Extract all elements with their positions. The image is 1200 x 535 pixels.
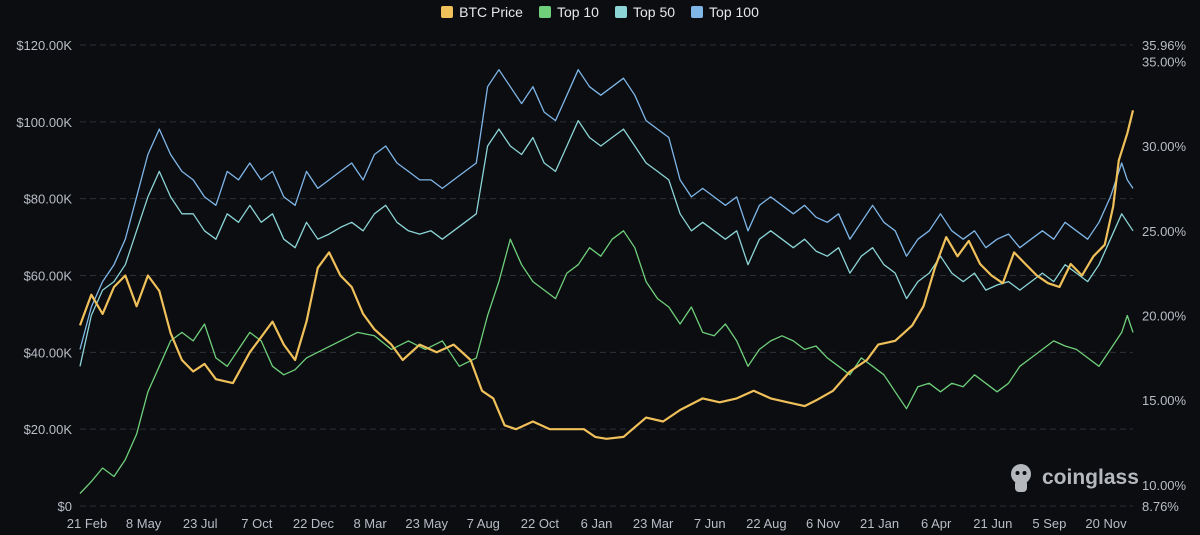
x-tick-label-7-aug: 7 Aug (467, 516, 500, 531)
x-tick-label-22-dec: 22 Dec (293, 516, 335, 531)
coinglass-logo-icon (1011, 464, 1031, 492)
x-tick-label-21-feb: 21 Feb (67, 516, 107, 531)
gridlines (80, 44, 1133, 507)
y-left-tick-label-20-00k: $20.00K (24, 422, 73, 437)
legend-item-btc-price[interactable]: BTC Price (441, 4, 523, 20)
series-line-btc-price (78, 110, 1135, 440)
series-lines (78, 69, 1135, 494)
x-tick-label-8-may: 8 May (126, 516, 162, 531)
y-right-tick-label-30-00: 30.00% (1142, 139, 1187, 154)
y-right-tick-label-10-00: 10.00% (1142, 478, 1187, 493)
chart-legend: BTC Price Top 10 Top 50 Top 100 (0, 4, 1200, 20)
legend-label-top-10: Top 10 (556, 4, 599, 20)
legend-swatch-top-50 (614, 6, 627, 18)
x-tick-label-20-nov: 20 Nov (1085, 516, 1127, 531)
x-tick-label-23-mar: 23 Mar (633, 516, 674, 531)
y-axis-left-labels: $0 $20.00K $40.00K $60.00K $80.00K $100.00K $1… (16, 38, 72, 514)
y-right-tick-label-8-76: 8.76% (1142, 499, 1179, 514)
x-tick-label-7-jun: 7 Jun (694, 516, 726, 531)
y-right-tick-label-35-96: 35.96% (1142, 38, 1187, 53)
x-tick-label-23-jul: 23 Jul (183, 516, 218, 531)
legend-swatch-top-100 (691, 6, 704, 18)
y-right-tick-label-15-00: 15.00% (1142, 393, 1187, 408)
x-tick-label-6-apr: 6 Apr (921, 516, 952, 531)
x-tick-label-22-oct: 22 Oct (521, 516, 560, 531)
y-left-tick-label-60-00k: $60.00K (24, 269, 73, 284)
x-tick-label-22-aug: 22 Aug (746, 516, 787, 531)
x-tick-label-6-jan: 6 Jan (581, 516, 613, 531)
coinglass-watermark: coinglass (1006, 462, 1139, 494)
x-axis-labels: 21 Feb 8 May 23 Jul 7 Oct 22 Dec 8 Mar 23 May 7… (67, 516, 1127, 531)
x-tick-label-8-mar: 8 Mar (353, 516, 387, 531)
legend-swatch-top-10 (538, 6, 551, 18)
x-tick-label-5-sep: 5 Sep (1032, 516, 1066, 531)
y-left-tick-label-80-00k: $80.00K (24, 192, 73, 207)
y-axis-right-labels: 8.76% 10.00% 15.00% 20.00% 25.00% 30.00% 35.00… (1142, 38, 1187, 514)
legend-item-top-10[interactable]: Top 10 (538, 4, 599, 20)
legend-item-top-100[interactable]: Top 100 (691, 4, 759, 20)
watermark-text: coinglass (1042, 466, 1139, 489)
y-right-tick-label-20-00: 20.00% (1142, 308, 1187, 323)
x-tick-label-23-may: 23 May (405, 516, 448, 531)
y-right-tick-label-25-00: 25.00% (1142, 224, 1187, 239)
series-line-top-50 (79, 119, 1134, 367)
y-left-tick-label-100-00k: $100.00K (16, 115, 72, 130)
x-tick-label-21-jan: 21 Jan (860, 516, 899, 531)
x-tick-label-7-oct: 7 Oct (241, 516, 272, 531)
series-line-top-100 (79, 69, 1134, 350)
legend-item-top-50[interactable]: Top 50 (614, 4, 676, 20)
x-tick-label-6-nov: 6 Nov (806, 516, 840, 531)
y-left-tick-label-120-00k: $120.00K (16, 38, 72, 53)
x-tick-label-21-jun: 21 Jun (973, 516, 1012, 531)
y-right-tick-label-35-00: 35.00% (1142, 54, 1187, 69)
y-left-tick-label-0: $0 (58, 499, 72, 514)
legend-label-btc-price: BTC Price (459, 4, 523, 20)
legend-swatch-btc-price (441, 6, 454, 18)
series-line-top-10 (79, 230, 1134, 494)
legend-label-top-50: Top 50 (632, 4, 676, 20)
legend-label-top-100: Top 100 (709, 4, 759, 20)
y-left-tick-label-40-00k: $40.00K (24, 345, 73, 360)
